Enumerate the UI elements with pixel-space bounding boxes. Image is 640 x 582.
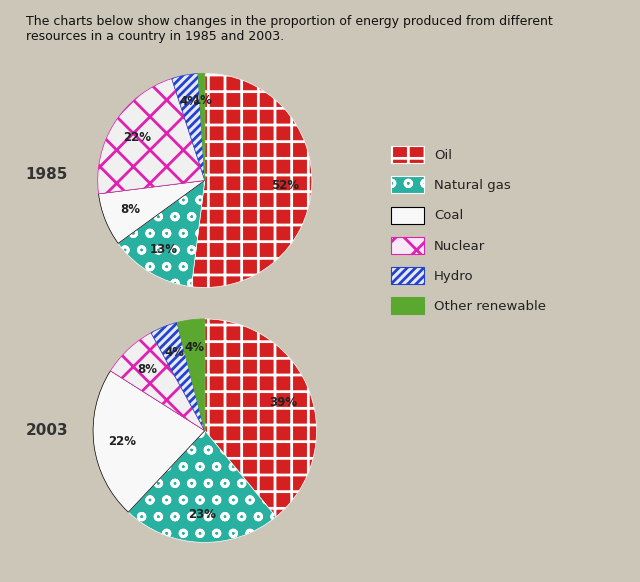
Text: 39%: 39% [269, 396, 298, 409]
Text: 2003: 2003 [26, 423, 68, 438]
Text: 22%: 22% [123, 131, 151, 144]
Wedge shape [151, 322, 205, 431]
Wedge shape [205, 319, 317, 517]
Text: 4%: 4% [184, 341, 204, 354]
Text: The charts below show changes in the proportion of energy produced from differen: The charts below show changes in the pro… [26, 15, 552, 42]
Text: 8%: 8% [138, 363, 157, 376]
Text: 8%: 8% [120, 204, 140, 217]
Wedge shape [191, 73, 312, 288]
Wedge shape [99, 180, 205, 243]
Text: 1%: 1% [193, 94, 212, 107]
Wedge shape [172, 73, 205, 180]
Wedge shape [118, 180, 205, 287]
Text: 23%: 23% [188, 508, 216, 521]
Wedge shape [177, 319, 205, 431]
Text: 4%: 4% [180, 95, 200, 108]
Wedge shape [128, 431, 276, 542]
Text: 1985: 1985 [26, 167, 68, 182]
Text: 52%: 52% [271, 179, 299, 192]
Legend: Oil, Natural gas, Coal, Nuclear, Hydro, Other renewable: Oil, Natural gas, Coal, Nuclear, Hydro, … [390, 146, 546, 314]
Text: 4%: 4% [164, 346, 184, 359]
Wedge shape [111, 333, 205, 431]
Text: 13%: 13% [150, 243, 178, 256]
Wedge shape [198, 73, 205, 180]
Text: 22%: 22% [108, 435, 136, 448]
Wedge shape [98, 79, 205, 194]
Wedge shape [93, 371, 205, 512]
